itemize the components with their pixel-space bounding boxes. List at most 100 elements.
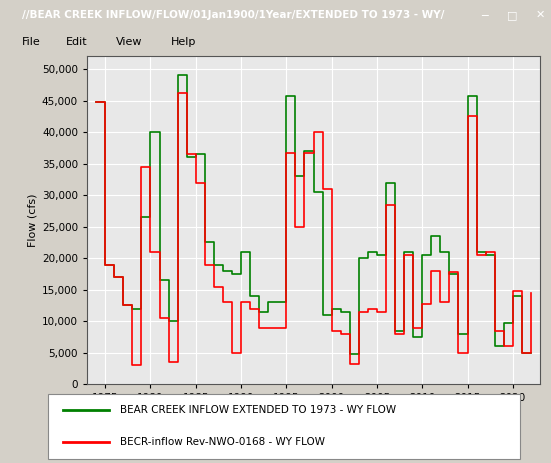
BEAR CREEK INFLOW EXTENDED TO 1973 - WY FLOW xyxy=(265,300,272,305)
BEAR CREEK INFLOW EXTENDED TO 1973 - WY FLOW xyxy=(365,249,371,255)
BEAR CREEK INFLOW EXTENDED TO 1973 - WY FLOW xyxy=(491,344,498,349)
BEAR CREEK INFLOW EXTENDED TO 1973 - WY FLOW xyxy=(174,73,181,78)
BECR-inflow Rev-NWO-0168 - WY FLOW xyxy=(319,186,326,192)
Y-axis label: Flow (cfs): Flow (cfs) xyxy=(28,194,37,247)
BECR-inflow Rev-NWO-0168 - WY FLOW xyxy=(310,129,317,135)
BEAR CREEK INFLOW EXTENDED TO 1973 - WY FLOW xyxy=(283,93,290,98)
Line: BEAR CREEK INFLOW EXTENDED TO 1973 - WY FLOW: BEAR CREEK INFLOW EXTENDED TO 1973 - WY … xyxy=(96,75,531,354)
BEAR CREEK INFLOW EXTENDED TO 1973 - WY FLOW xyxy=(147,129,154,135)
Text: View: View xyxy=(116,37,142,47)
BEAR CREEK INFLOW EXTENDED TO 1973 - WY FLOW xyxy=(355,256,362,261)
BECR-inflow Rev-NWO-0168 - WY FLOW xyxy=(283,150,290,156)
BEAR CREEK INFLOW EXTENDED TO 1973 - WY FLOW xyxy=(138,214,145,220)
BECR-inflow Rev-NWO-0168 - WY FLOW xyxy=(328,328,335,333)
BECR-inflow Rev-NWO-0168 - WY FLOW xyxy=(274,325,280,330)
BECR-inflow Rev-NWO-0168 - WY FLOW xyxy=(138,164,145,169)
Text: Edit: Edit xyxy=(66,37,88,47)
BEAR CREEK INFLOW EXTENDED TO 1973 - WY FLOW xyxy=(111,275,117,280)
BECR-inflow Rev-NWO-0168 - WY FLOW xyxy=(192,180,199,185)
BECR-inflow Rev-NWO-0168 - WY FLOW xyxy=(210,284,217,289)
BECR-inflow Rev-NWO-0168 - WY FLOW xyxy=(265,325,272,330)
BECR-inflow Rev-NWO-0168 - WY FLOW xyxy=(129,363,136,368)
BECR-inflow Rev-NWO-0168 - WY FLOW xyxy=(473,252,480,258)
BECR-inflow Rev-NWO-0168 - WY FLOW xyxy=(500,344,507,349)
BEAR CREEK INFLOW EXTENDED TO 1973 - WY FLOW xyxy=(347,351,353,357)
BEAR CREEK INFLOW EXTENDED TO 1973 - WY FLOW xyxy=(202,240,208,245)
BECR-inflow Rev-NWO-0168 - WY FLOW xyxy=(355,309,362,314)
BEAR CREEK INFLOW EXTENDED TO 1973 - WY FLOW xyxy=(446,271,453,277)
Text: Help: Help xyxy=(171,37,196,47)
BECR-inflow Rev-NWO-0168 - WY FLOW xyxy=(383,202,390,207)
BEAR CREEK INFLOW EXTENDED TO 1973 - WY FLOW xyxy=(401,249,407,255)
Line: BECR-inflow Rev-NWO-0168 - WY FLOW: BECR-inflow Rev-NWO-0168 - WY FLOW xyxy=(96,93,531,365)
BEAR CREEK INFLOW EXTENDED TO 1973 - WY FLOW xyxy=(210,262,217,267)
BECR-inflow Rev-NWO-0168 - WY FLOW xyxy=(183,151,190,157)
BECR-inflow Rev-NWO-0168 - WY FLOW xyxy=(482,249,489,255)
BEAR CREEK INFLOW EXTENDED TO 1973 - WY FLOW xyxy=(237,249,244,255)
BECR-inflow Rev-NWO-0168 - WY FLOW xyxy=(237,300,244,305)
BECR-inflow Rev-NWO-0168 - WY FLOW xyxy=(365,306,371,312)
BEAR CREEK INFLOW EXTENDED TO 1973 - WY FLOW xyxy=(455,331,462,337)
BECR-inflow Rev-NWO-0168 - WY FLOW xyxy=(510,288,516,294)
BECR-inflow Rev-NWO-0168 - WY FLOW xyxy=(401,252,407,258)
BECR-inflow Rev-NWO-0168 - WY FLOW xyxy=(220,300,226,305)
BEAR CREEK INFLOW EXTENDED TO 1973 - WY FLOW xyxy=(192,151,199,157)
BEAR CREEK INFLOW EXTENDED TO 1973 - WY FLOW xyxy=(328,306,335,312)
BECR-inflow Rev-NWO-0168 - WY FLOW xyxy=(229,350,235,356)
BECR-inflow Rev-NWO-0168 - WY FLOW xyxy=(120,303,127,308)
BEAR CREEK INFLOW EXTENDED TO 1973 - WY FLOW xyxy=(337,309,344,314)
Text: File: File xyxy=(22,37,41,47)
BEAR CREEK INFLOW EXTENDED TO 1973 - WY FLOW xyxy=(528,350,534,356)
BECR-inflow Rev-NWO-0168 - WY FLOW xyxy=(165,359,172,365)
BECR-inflow Rev-NWO-0168 - WY FLOW xyxy=(347,361,353,367)
BECR-inflow Rev-NWO-0168 - WY FLOW xyxy=(464,113,471,119)
BECR-inflow Rev-NWO-0168 - WY FLOW xyxy=(247,306,253,312)
BEAR CREEK INFLOW EXTENDED TO 1973 - WY FLOW xyxy=(383,180,390,185)
BEAR CREEK INFLOW EXTENDED TO 1973 - WY FLOW xyxy=(500,320,507,325)
BECR-inflow Rev-NWO-0168 - WY FLOW xyxy=(147,249,154,255)
BEAR CREEK INFLOW EXTENDED TO 1973 - WY FLOW xyxy=(129,306,136,312)
BEAR CREEK INFLOW EXTENDED TO 1973 - WY FLOW xyxy=(473,249,480,255)
BECR-inflow Rev-NWO-0168 - WY FLOW xyxy=(93,99,99,105)
BEAR CREEK INFLOW EXTENDED TO 1973 - WY FLOW xyxy=(156,277,163,283)
BECR-inflow Rev-NWO-0168 - WY FLOW xyxy=(111,275,117,280)
BEAR CREEK INFLOW EXTENDED TO 1973 - WY FLOW xyxy=(247,293,253,299)
BECR-inflow Rev-NWO-0168 - WY FLOW xyxy=(156,315,163,321)
BEAR CREEK INFLOW EXTENDED TO 1973 - WY FLOW xyxy=(220,268,226,274)
BECR-inflow Rev-NWO-0168 - WY FLOW xyxy=(174,90,181,96)
BECR-inflow Rev-NWO-0168 - WY FLOW xyxy=(337,331,344,337)
BECR-inflow Rev-NWO-0168 - WY FLOW xyxy=(446,269,453,275)
BEAR CREEK INFLOW EXTENDED TO 1973 - WY FLOW xyxy=(310,189,317,195)
BEAR CREEK INFLOW EXTENDED TO 1973 - WY FLOW xyxy=(510,293,516,299)
BECR-inflow Rev-NWO-0168 - WY FLOW xyxy=(292,224,299,230)
BEAR CREEK INFLOW EXTENDED TO 1973 - WY FLOW xyxy=(437,249,444,255)
BECR-inflow Rev-NWO-0168 - WY FLOW xyxy=(437,300,444,305)
BEAR CREEK INFLOW EXTENDED TO 1973 - WY FLOW xyxy=(319,312,326,318)
BEAR CREEK INFLOW EXTENDED TO 1973 - WY FLOW xyxy=(482,252,489,258)
BECR-inflow Rev-NWO-0168 - WY FLOW xyxy=(301,150,308,156)
BECR-inflow Rev-NWO-0168 - WY FLOW xyxy=(202,262,208,267)
BECR-inflow Rev-NWO-0168 - WY FLOW xyxy=(428,268,435,274)
BEAR CREEK INFLOW EXTENDED TO 1973 - WY FLOW xyxy=(410,334,417,340)
Text: ✕: ✕ xyxy=(535,10,545,20)
BEAR CREEK INFLOW EXTENDED TO 1973 - WY FLOW xyxy=(392,328,398,333)
BECR-inflow Rev-NWO-0168 - WY FLOW xyxy=(419,301,425,307)
FancyBboxPatch shape xyxy=(48,394,520,459)
BEAR CREEK INFLOW EXTENDED TO 1973 - WY FLOW xyxy=(292,174,299,179)
BEAR CREEK INFLOW EXTENDED TO 1973 - WY FLOW xyxy=(93,99,99,105)
BEAR CREEK INFLOW EXTENDED TO 1973 - WY FLOW xyxy=(274,300,280,305)
BEAR CREEK INFLOW EXTENDED TO 1973 - WY FLOW xyxy=(464,93,471,98)
BECR-inflow Rev-NWO-0168 - WY FLOW xyxy=(410,325,417,330)
Text: □: □ xyxy=(507,10,518,20)
BECR-inflow Rev-NWO-0168 - WY FLOW xyxy=(392,331,398,337)
BEAR CREEK INFLOW EXTENDED TO 1973 - WY FLOW xyxy=(120,303,127,308)
BEAR CREEK INFLOW EXTENDED TO 1973 - WY FLOW xyxy=(256,309,262,314)
BEAR CREEK INFLOW EXTENDED TO 1973 - WY FLOW xyxy=(374,252,380,258)
Text: BEAR CREEK INFLOW EXTENDED TO 1973 - WY FLOW: BEAR CREEK INFLOW EXTENDED TO 1973 - WY … xyxy=(120,405,396,415)
BECR-inflow Rev-NWO-0168 - WY FLOW xyxy=(518,350,525,356)
BECR-inflow Rev-NWO-0168 - WY FLOW xyxy=(455,350,462,356)
BEAR CREEK INFLOW EXTENDED TO 1973 - WY FLOW xyxy=(301,148,308,154)
BECR-inflow Rev-NWO-0168 - WY FLOW xyxy=(256,325,262,330)
BECR-inflow Rev-NWO-0168 - WY FLOW xyxy=(491,328,498,333)
BECR-inflow Rev-NWO-0168 - WY FLOW xyxy=(528,290,534,296)
